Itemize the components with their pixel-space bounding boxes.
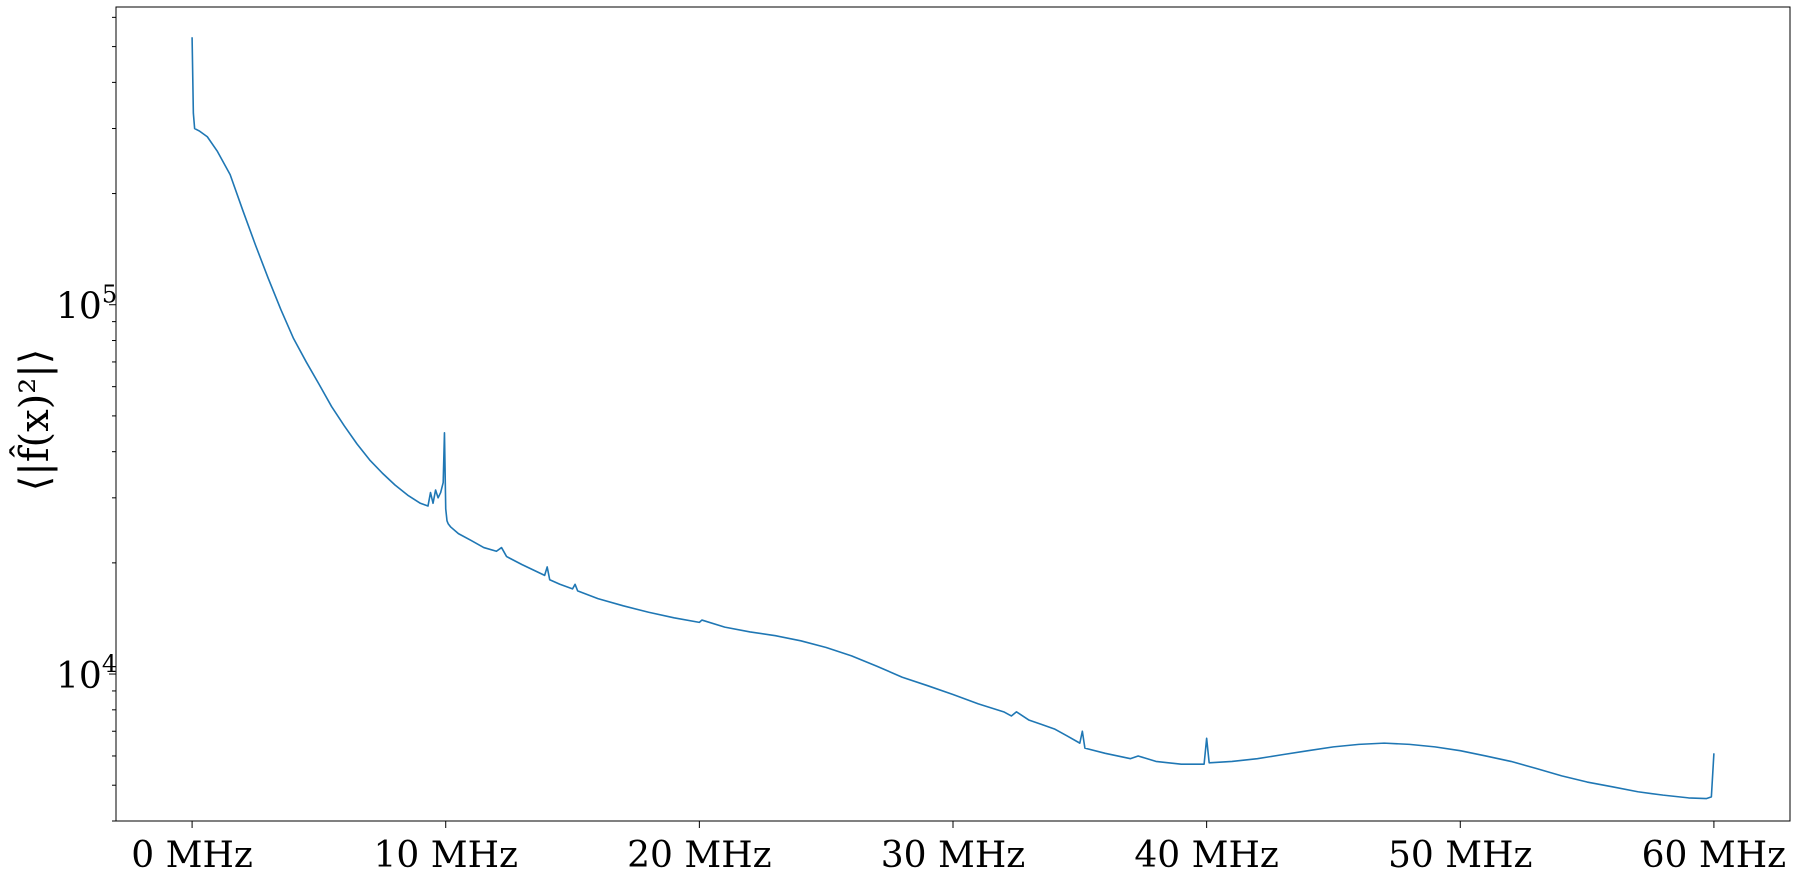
y-tick-base: 10 <box>56 287 102 328</box>
y-tick-base: 10 <box>56 656 102 697</box>
x-tick-label: 10 MHz <box>373 835 517 872</box>
x-tick-label: 20 MHz <box>627 835 771 872</box>
y-tick-label: 105 <box>56 281 117 328</box>
y-tick-label: 104 <box>56 650 117 697</box>
plot-frame <box>115 6 1791 822</box>
y-axis-label: ⟨|f̂(x)²|⟩ <box>10 349 58 492</box>
y-tick-exponent: 5 <box>102 281 117 309</box>
x-tick-label: 0 MHz <box>131 835 253 872</box>
y-tick-exponent: 4 <box>102 650 117 678</box>
x-tick-label: 30 MHz <box>881 835 1025 872</box>
x-tick-label: 60 MHz <box>1642 835 1786 872</box>
series-line <box>191 37 1715 800</box>
x-tick-label: 40 MHz <box>1134 835 1278 872</box>
x-tick-label: 50 MHz <box>1388 835 1532 872</box>
x-axis-ticks: 0 MHz 10 MHz 20 MHz 30 MHz 40 MHz 50 MHz 60 MH… <box>131 821 1786 872</box>
